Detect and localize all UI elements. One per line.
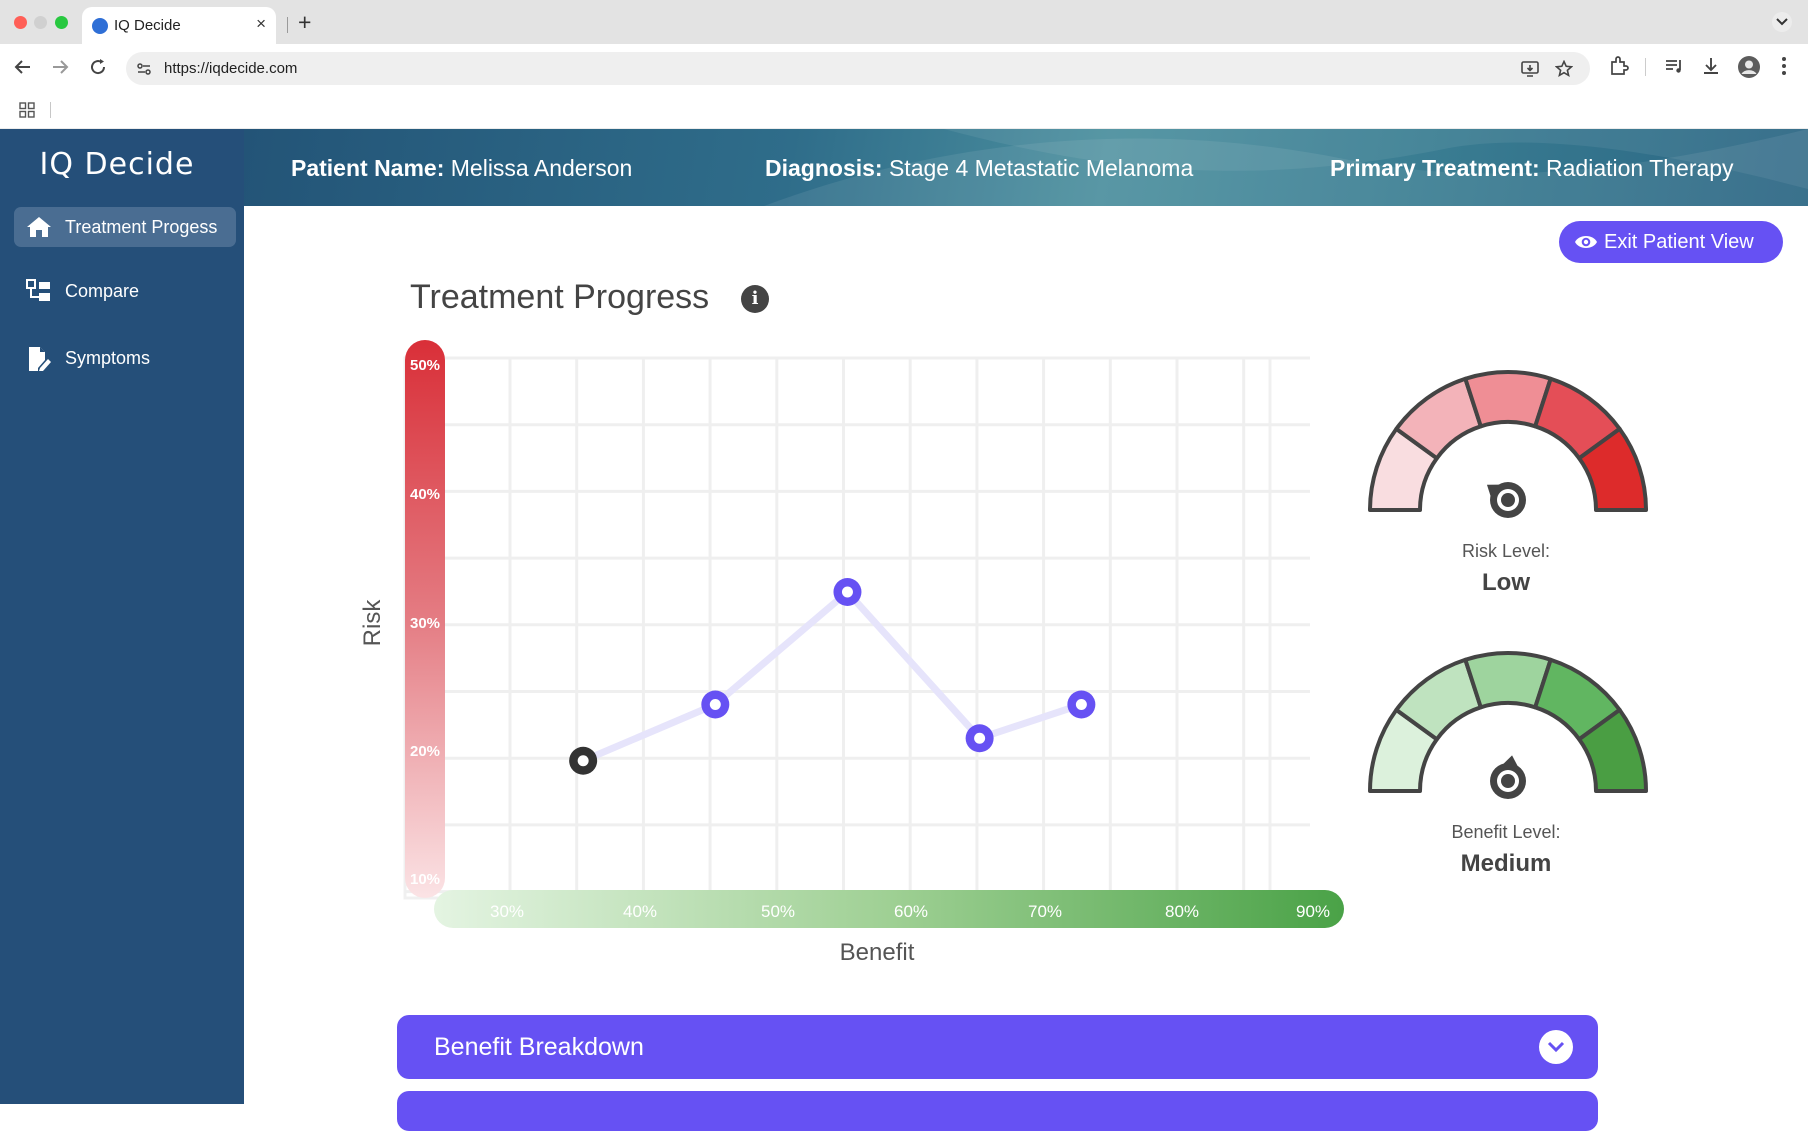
browser-menu-icon[interactable]	[1779, 55, 1789, 77]
patient-header: Patient Name: Melissa Anderson Diagnosis…	[244, 129, 1808, 206]
tab-separator	[287, 17, 288, 33]
tab-title: IQ Decide	[114, 17, 181, 34]
y-tick-label: 10%	[410, 871, 440, 888]
data-point-center	[577, 755, 589, 767]
browser-tab[interactable]: IQ Decide ×	[82, 7, 276, 44]
benefit-level-label: Benefit Level:	[1451, 822, 1561, 842]
sidebar: IQ Decide Treatment Progess Compare Symp…	[0, 129, 244, 1104]
benefit-gauge	[1368, 651, 1648, 799]
home-icon	[27, 217, 51, 237]
tab-search-button[interactable]	[1772, 12, 1792, 32]
sidebar-item-symptoms[interactable]: Symptoms	[14, 338, 236, 378]
benefit-axis-bar	[434, 890, 1344, 928]
symptoms-icon	[29, 347, 51, 371]
chart-grid	[403, 356, 1310, 900]
downloads-icon[interactable]	[1700, 55, 1722, 77]
chevron-down-icon	[1547, 1041, 1565, 1053]
chart-series	[569, 578, 1096, 775]
accordion-label: Benefit Breakdown	[434, 1033, 644, 1061]
chevron-down-icon	[1776, 18, 1788, 26]
data-point-center	[1075, 699, 1087, 710]
data-point-center	[709, 699, 721, 710]
page-title: Treatment Progress	[410, 278, 710, 316]
toolbar-separator	[1645, 58, 1646, 76]
sidebar-item-treatment-progress[interactable]: Treatment Progess	[14, 207, 236, 247]
new-tab-button[interactable]: +	[298, 9, 312, 35]
bookmark-star-icon[interactable]	[1555, 60, 1573, 78]
y-tick-label: 20%	[410, 743, 440, 760]
x-tick-label: 80%	[1165, 902, 1199, 921]
benefit-level-value: Medium	[1460, 850, 1552, 877]
treatment-progress-chart: 30% 40% 50% 60% 70% 80% 90% 50% 40% 30% 20% 10% Ris…	[360, 340, 1344, 966]
x-axis-label: Benefit	[840, 939, 915, 966]
patient-name-label: Patient Name:	[291, 155, 445, 181]
second-accordion[interactable]	[397, 1091, 1598, 1131]
reload-icon[interactable]	[86, 55, 110, 79]
y-tick-label: 40%	[410, 486, 440, 503]
exit-patient-view-label: Exit Patient View	[1604, 231, 1754, 253]
tab-close-icon[interactable]: ×	[256, 14, 266, 33]
x-tick-label: 70%	[1028, 902, 1062, 921]
y-tick-label: 30%	[410, 615, 440, 632]
browser-toolbar: https://iqdecide.com	[0, 44, 1808, 91]
primary-treatment-label: Primary Treatment:	[1330, 155, 1540, 181]
risk-axis-bar	[405, 340, 445, 898]
bookmarks-bar	[0, 91, 1808, 129]
primary-treatment-value: Radiation Therapy	[1546, 155, 1734, 181]
install-app-icon[interactable]	[1520, 60, 1540, 78]
sidebar-item-compare[interactable]: Compare	[14, 271, 236, 311]
apps-grid-icon[interactable]	[19, 102, 35, 118]
exit-patient-view-button[interactable]: Exit Patient View	[1559, 221, 1783, 263]
benefit-breakdown-accordion[interactable]: Benefit Breakdown	[397, 1015, 1598, 1079]
grid-frame	[403, 356, 1272, 900]
bookmark-separator	[50, 102, 51, 118]
app-logo: IQ Decide	[39, 147, 195, 182]
forward-arrow-icon[interactable]	[48, 55, 72, 79]
gauge-segment	[1577, 707, 1648, 793]
address-bar[interactable]: https://iqdecide.com	[126, 52, 1590, 85]
data-point-center	[974, 732, 986, 744]
x-tick-label: 30%	[490, 902, 524, 921]
risk-level-value: Low	[1482, 569, 1530, 596]
x-tick-label: 90%	[1296, 902, 1330, 921]
favicon-icon	[92, 18, 108, 34]
diagnosis-value: Stage 4 Metastatic Melanoma	[888, 155, 1194, 181]
window-minimize-button[interactable]	[34, 16, 47, 29]
expand-chevron-button[interactable]	[1539, 1030, 1573, 1064]
header-wave-decoration	[764, 129, 1808, 206]
window-close-button[interactable]	[14, 16, 27, 29]
url-text: https://iqdecide.com	[164, 60, 298, 77]
diagnosis: Diagnosis: Stage 4 Metastatic Melanoma	[765, 155, 1193, 182]
profile-avatar-icon[interactable]	[1737, 55, 1761, 79]
window-zoom-button[interactable]	[55, 16, 68, 29]
data-point-center	[841, 586, 853, 598]
gauge-segment	[1577, 426, 1648, 512]
x-tick-label: 60%	[894, 902, 928, 921]
back-arrow-icon[interactable]	[11, 55, 35, 79]
gauge-hub-center	[1501, 774, 1515, 788]
primary-treatment: Primary Treatment: Radiation Therapy	[1330, 155, 1734, 182]
site-settings-icon[interactable]	[136, 61, 152, 77]
x-tick-label: 50%	[761, 902, 795, 921]
sidebar-item-label: Symptoms	[65, 348, 151, 368]
sidebar-item-label: Compare	[65, 281, 140, 301]
chart-ticks: 30% 40% 50% 60% 70% 80% 90% 50% 40% 30% 20% 10%	[410, 357, 1330, 921]
patient-name-value: Melissa Anderson	[450, 155, 633, 181]
browser-tab-bar: IQ Decide × +	[0, 0, 1808, 44]
media-controls-icon[interactable]	[1663, 55, 1685, 77]
diagnosis-label: Diagnosis:	[765, 155, 883, 181]
compare-icon	[26, 279, 50, 301]
eye-icon	[1575, 236, 1597, 248]
patient-name: Patient Name: Melissa Anderson	[291, 155, 632, 182]
extensions-icon[interactable]	[1608, 55, 1630, 77]
risk-gauge	[1368, 370, 1648, 518]
gauge-hub-center	[1501, 493, 1515, 507]
y-axis-label: Risk	[360, 599, 386, 647]
sidebar-item-label: Treatment Progess	[65, 217, 218, 237]
risk-level-label: Risk Level:	[1461, 541, 1551, 561]
x-tick-label: 40%	[623, 902, 657, 921]
info-icon[interactable]: i	[741, 285, 769, 313]
y-tick-label: 50%	[410, 357, 440, 374]
